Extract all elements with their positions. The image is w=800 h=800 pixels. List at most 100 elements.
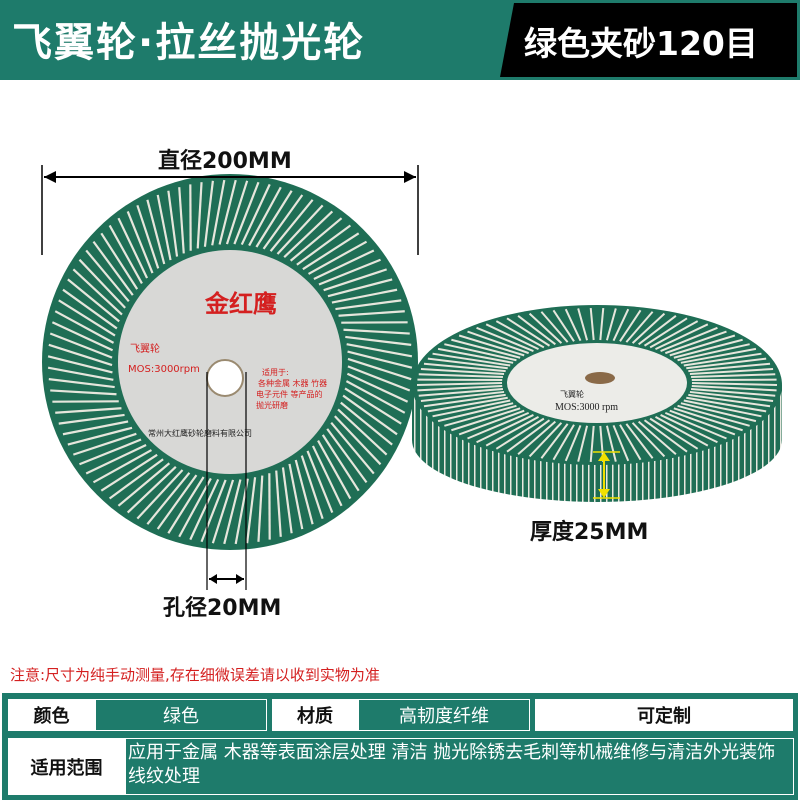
flap-line <box>649 320 699 349</box>
flap-line <box>126 466 177 514</box>
flap-line <box>660 414 718 444</box>
flap-line <box>495 417 545 450</box>
flap-line <box>326 428 368 484</box>
flap-line <box>85 249 130 303</box>
flap-line <box>540 311 569 343</box>
flap-line <box>619 424 642 461</box>
flap-line <box>67 278 120 323</box>
flap-line <box>467 411 530 440</box>
flap-line <box>126 211 154 274</box>
flap-line <box>55 407 122 414</box>
flap-line <box>275 470 282 537</box>
flap-line <box>327 278 393 298</box>
flap-line <box>451 407 521 432</box>
flap-line <box>346 343 413 358</box>
flap-line <box>517 314 556 346</box>
scope-value: 应用于金属 木器等表面涂层处理 清洁 抛光除锈去毛刺等机械维修与清洁外光装饰线纹… <box>125 738 794 795</box>
brand-logo: 金红鹰 <box>204 290 277 318</box>
flap-line <box>655 416 709 447</box>
bore-label: 孔径20MM <box>163 596 282 621</box>
flap-line <box>655 323 709 351</box>
flap-line <box>108 224 143 284</box>
usage-line: 抛光研磨 <box>256 400 288 410</box>
flap-line <box>669 409 736 436</box>
flap-line <box>92 240 134 296</box>
color-label: 颜色 <box>8 699 95 731</box>
flap-line <box>136 204 160 269</box>
flap-line <box>345 335 412 346</box>
flap-line <box>677 343 750 362</box>
flap-line <box>178 477 212 538</box>
flap-line <box>167 476 205 534</box>
flap-line <box>200 479 227 543</box>
flap-line <box>255 190 293 248</box>
flap-line <box>117 217 149 279</box>
flap-line <box>283 210 334 258</box>
flap-line <box>612 424 630 462</box>
flap-line <box>344 387 402 425</box>
flap-line <box>638 314 677 346</box>
grit-tag-text: 绿色夹砂120目 <box>524 24 758 63</box>
flap-line <box>643 419 688 453</box>
flap-line <box>54 310 115 344</box>
flap-line <box>437 347 514 364</box>
flap-line <box>458 334 525 357</box>
flap-line <box>427 357 508 370</box>
flap-line <box>686 357 767 370</box>
flap-line <box>660 326 718 352</box>
flap-line <box>599 307 605 341</box>
flap-line <box>691 382 778 386</box>
flap-line <box>300 455 324 520</box>
flap-line <box>346 372 409 403</box>
flap-line <box>313 249 375 281</box>
flap-line <box>276 204 324 255</box>
flap-line <box>631 312 666 344</box>
company-label: 常州大红鹰砂轮磨料有限公司 <box>148 428 252 438</box>
flap-line <box>625 423 654 459</box>
flap-line <box>680 402 757 423</box>
flap-line <box>62 420 129 436</box>
flap-line <box>330 421 375 475</box>
flap-line <box>47 355 113 374</box>
flap-line <box>342 394 398 436</box>
flap-line <box>417 385 503 392</box>
flap-line <box>673 338 743 359</box>
flap-line <box>281 467 293 534</box>
flap-line <box>689 367 774 376</box>
flap-line <box>467 330 529 355</box>
flap-line <box>552 309 575 342</box>
flap-line <box>146 199 166 265</box>
wheel-name-label: 飞翼轮 <box>130 342 160 355</box>
measurement-note: 注意:尺寸为纯手动测量,存在细微误差请以收到实物为准 <box>10 666 380 684</box>
flap-line <box>47 366 114 381</box>
material-value: 高韧度纤维 <box>358 699 530 731</box>
flap-line <box>218 179 237 245</box>
thickness-label: 厚度25MM <box>530 520 649 545</box>
flap-line <box>156 194 172 261</box>
flap-line <box>432 399 511 418</box>
flap-line <box>294 459 314 525</box>
flap-line <box>664 411 727 440</box>
flap-line <box>680 347 757 364</box>
flap-line <box>506 317 551 347</box>
flap-line <box>225 180 249 245</box>
flap-line <box>289 217 343 262</box>
flap-line <box>416 382 503 386</box>
flap-line <box>306 450 334 513</box>
side-speed-label: MOS:3000 rpm <box>555 402 618 413</box>
flap-line <box>528 422 563 458</box>
flap-line <box>625 311 654 343</box>
flap-line <box>423 362 506 373</box>
flap-line <box>78 258 126 309</box>
flap-line <box>690 387 776 397</box>
flap-line <box>72 268 123 316</box>
flap-line <box>211 179 226 246</box>
flap-line <box>683 352 762 367</box>
flap-line <box>589 307 595 341</box>
diameter-label: 直径200MM <box>158 149 292 174</box>
flap-line <box>458 409 525 436</box>
flap-line <box>323 268 388 292</box>
flap-line <box>196 182 203 249</box>
flap-line <box>485 323 539 351</box>
flap-line <box>248 186 282 247</box>
